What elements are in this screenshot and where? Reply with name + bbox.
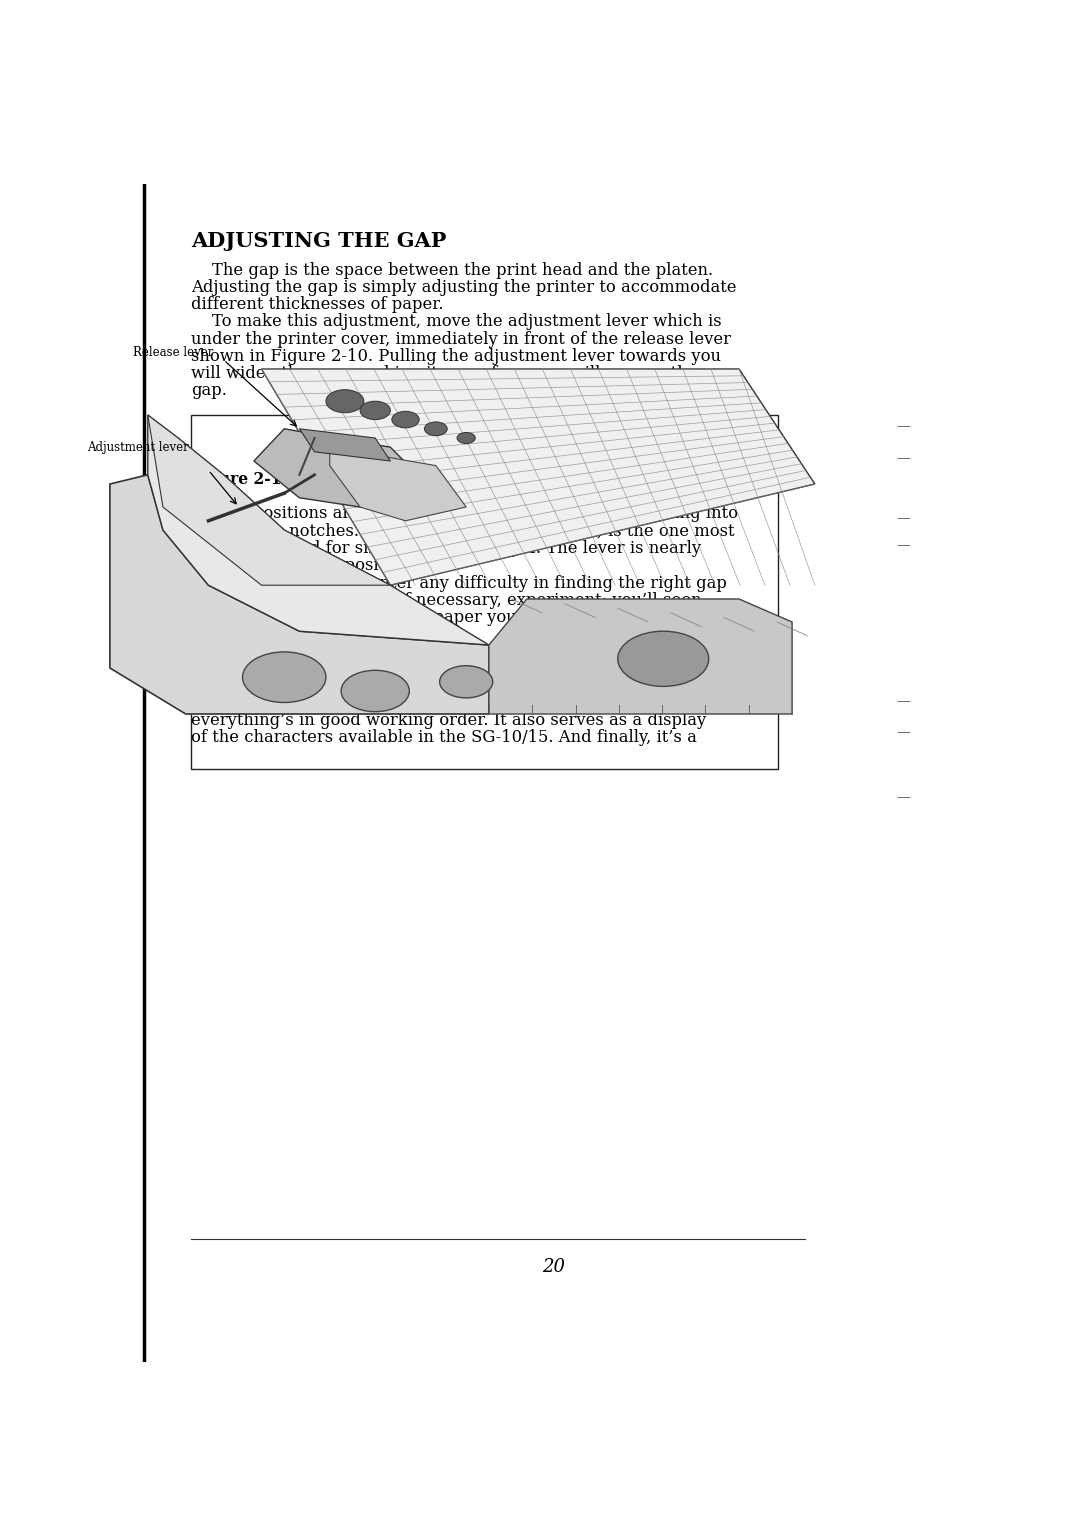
Circle shape	[326, 390, 364, 413]
Text: SELF-TEST: SELF-TEST	[191, 629, 318, 649]
Text: —: —	[896, 511, 910, 525]
Text: The gap is the space between the print head and the platen.: The gap is the space between the print h…	[191, 262, 713, 278]
Text: under the printer cover, immediately in front of the release lever: under the printer cover, immediately in …	[191, 330, 731, 347]
Text: —: —	[896, 539, 910, 552]
Text: The adjustment lever allows for different thicknesses of paper.: The adjustment lever allows for differen…	[276, 471, 774, 488]
Text: To make this adjustment, move the adjustment lever which is: To make this adjustment, move the adjust…	[191, 314, 721, 330]
Circle shape	[440, 666, 492, 698]
Text: Figure 2-10.: Figure 2-10.	[191, 471, 298, 488]
Polygon shape	[489, 600, 792, 715]
Text: of letters, numbers, and other characters — to show you that: of letters, numbers, and other character…	[191, 695, 699, 711]
Polygon shape	[329, 447, 467, 520]
Text: —: —	[896, 791, 910, 805]
Polygon shape	[148, 415, 390, 584]
Circle shape	[243, 652, 326, 702]
Text: gap.: gap.	[191, 382, 227, 399]
Text: shown in Figure 2-10. Pulling the adjustment lever towards you: shown in Figure 2-10. Pulling the adjust…	[191, 347, 720, 364]
Text: The “self-test” is a trial run of your beautiful new machine.: The “self-test” is a trial run of your b…	[191, 661, 702, 678]
Text: —: —	[896, 419, 910, 433]
Text: of the characters available in the SG-10/15. And finally, it’s a: of the characters available in the SG-10…	[191, 730, 697, 747]
Text: find the best position for the paper you’re using.: find the best position for the paper you…	[191, 609, 595, 626]
Text: —: —	[896, 695, 910, 708]
Text: SG-10/15 carries a built-in program that prints out sample lines: SG-10/15 carries a built-in program that…	[191, 678, 721, 695]
Text: —: —	[896, 451, 910, 465]
Text: Adjusting the gap is simply adjusting the printer to accommodate: Adjusting the gap is simply adjusting th…	[191, 280, 737, 297]
Text: straight up in this position.: straight up in this position.	[191, 557, 416, 574]
Text: Adjustment lever: Adjustment lever	[87, 441, 189, 454]
Text: Release lever: Release lever	[133, 346, 213, 360]
Polygon shape	[261, 369, 814, 584]
Polygon shape	[299, 428, 390, 461]
Text: Five positions are available; you can feel the lever clicking into: Five positions are available; you can fe…	[191, 505, 738, 522]
Circle shape	[341, 670, 409, 711]
Text: —: —	[896, 725, 910, 739]
Circle shape	[360, 401, 390, 419]
Text: the various notches. The second step (illustrated) is the one most: the various notches. The second step (il…	[191, 523, 734, 540]
Text: everything’s in good working order. It also serves as a display: everything’s in good working order. It a…	[191, 713, 706, 730]
Circle shape	[392, 412, 419, 428]
Polygon shape	[254, 428, 436, 506]
Text: setting to fit your paper. If necessary, experiment; you’ll soon: setting to fit your paper. If necessary,…	[191, 592, 701, 609]
Circle shape	[457, 433, 475, 444]
Circle shape	[618, 632, 708, 687]
Text: will widen the gap; pushing it away from you will narrow the: will widen the gap; pushing it away from…	[191, 364, 698, 381]
Text: You shouldn’t encounter any difficulty in finding the right gap: You shouldn’t encounter any difficulty i…	[191, 575, 727, 592]
Text: ADJUSTING THE GAP: ADJUSTING THE GAP	[191, 231, 446, 251]
Circle shape	[424, 422, 447, 436]
Text: 20: 20	[542, 1258, 565, 1276]
Polygon shape	[148, 415, 489, 646]
Text: different thicknesses of paper.: different thicknesses of paper.	[191, 297, 443, 314]
Bar	[191, 415, 779, 768]
Text: commonly used for single sheets of paper. The lever is nearly: commonly used for single sheets of paper…	[191, 540, 701, 557]
Polygon shape	[110, 474, 489, 715]
